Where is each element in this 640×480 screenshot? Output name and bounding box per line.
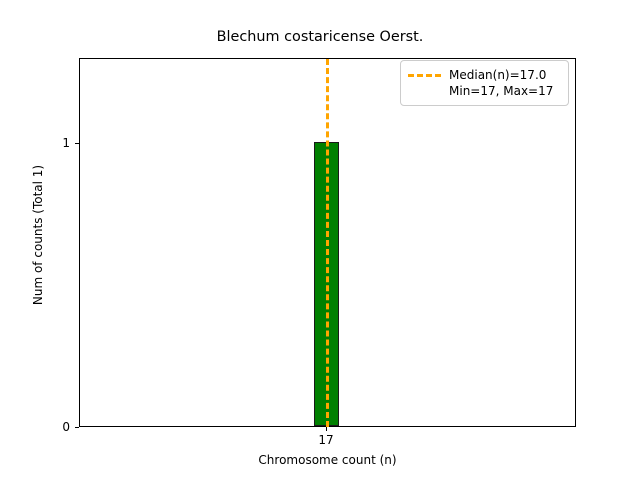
chart-title: Blechum costaricense Oerst. — [216, 29, 424, 45]
x-tick-label-17: 17 — [318, 433, 334, 447]
y-axis-label: Num of counts (Total 1) — [31, 164, 45, 306]
y-tick-mark-1 — [75, 143, 79, 144]
plot-area — [79, 58, 576, 427]
median-line — [326, 59, 329, 427]
y-tick-label-0: 0 — [62, 420, 70, 434]
x-tick-mark-17 — [326, 427, 327, 431]
legend-entry-median: Median(n)=17.0 Min=17, Max=17 — [408, 67, 560, 99]
dashed-line-icon — [408, 67, 441, 83]
y-tick-label-1: 1 — [62, 136, 70, 150]
x-axis-label: Chromosome count (n) — [258, 453, 397, 467]
legend[interactable]: Median(n)=17.0 Min=17, Max=17 — [400, 60, 569, 106]
legend-text-group: Median(n)=17.0 Min=17, Max=17 — [449, 67, 553, 99]
legend-label-minmax: Min=17, Max=17 — [449, 84, 554, 98]
legend-label-median: Median(n)=17.0 — [449, 68, 547, 82]
y-tick-mark-0 — [75, 427, 79, 428]
